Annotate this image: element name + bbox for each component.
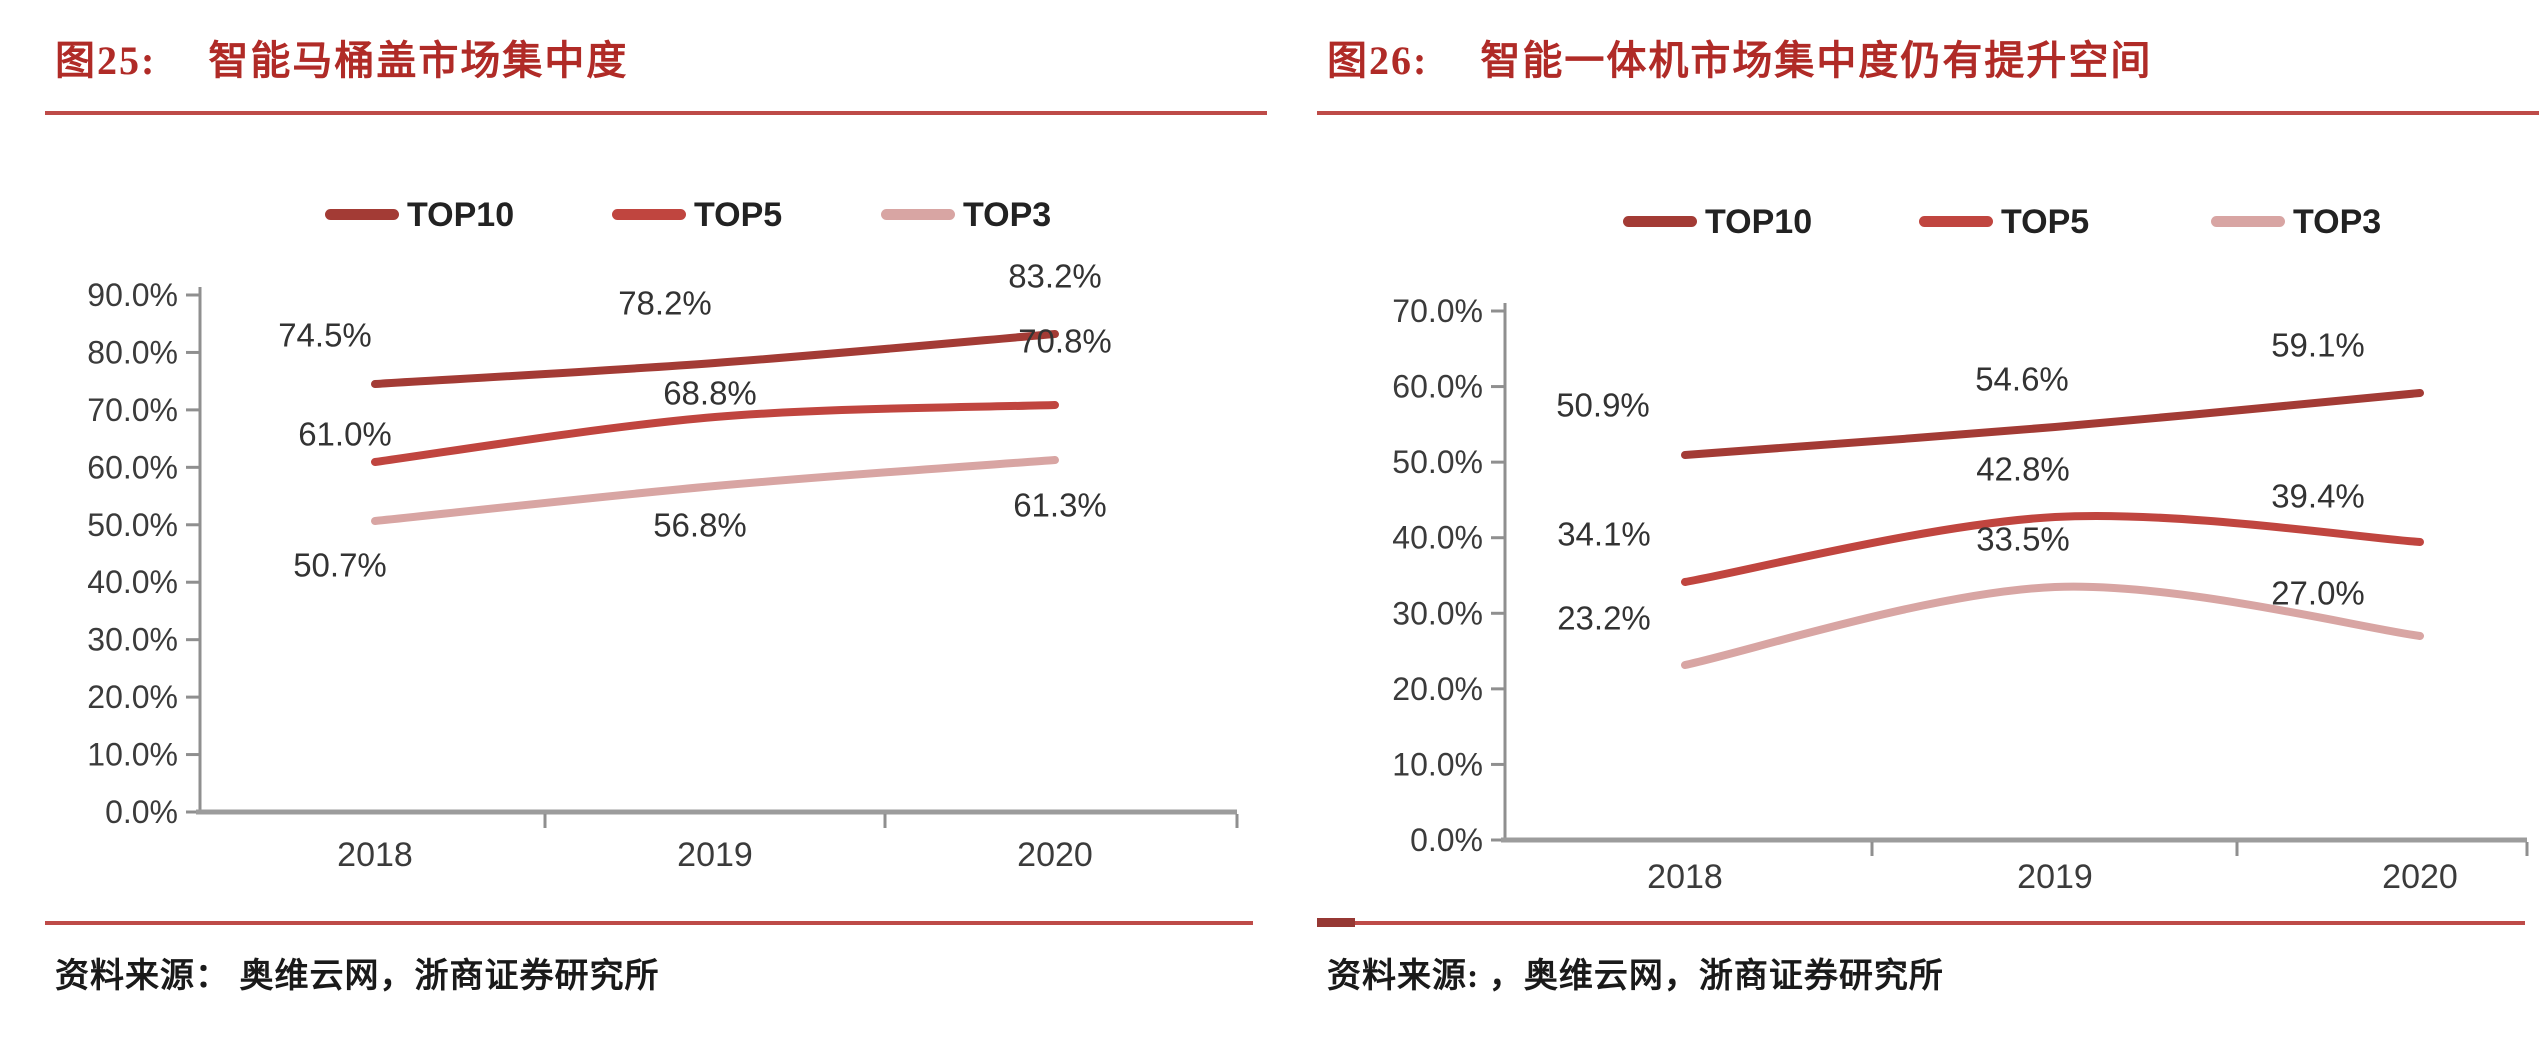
y-tick-label: 10.0% [87, 737, 178, 773]
y-tick-label: 80.0% [87, 334, 178, 370]
legend-label-top5: TOP5 [694, 196, 782, 234]
data-label-top5: 70.8% [1018, 323, 1112, 360]
x-tick-label: 2019 [677, 836, 753, 874]
legend-swatch-top10 [325, 209, 399, 220]
data-label-top5: 61.0% [298, 416, 392, 453]
series-line-top10 [371, 330, 1059, 388]
data-label-top3: 56.8% [653, 507, 747, 544]
line-chart-all-in-one: 0.0% 10.0% 20.0% 30.0% 40.0% 50.0% 60.0% 70.0% 2… [1392, 203, 2529, 896]
source-label: 资料来源： [55, 958, 230, 995]
data-label-top3: 27.0% [2271, 575, 2365, 612]
y-tick-label: 70.0% [87, 392, 178, 428]
legend-swatch-top5 [1919, 216, 1993, 227]
legend-label-top3: TOP3 [2293, 203, 2381, 241]
y-tick-label: 30.0% [87, 622, 178, 658]
y-tick-label: 10.0% [1392, 746, 1483, 782]
x-tick-label: 2019 [2017, 858, 2093, 896]
figure-26-title-rule [1317, 111, 2539, 115]
data-label-top10: 59.1% [2271, 327, 2365, 364]
data-label-top10: 83.2% [1008, 258, 1102, 295]
figure-26-title-text: 智能一体机市场集中度仍有提升空间 [1480, 38, 2153, 83]
x-tick-label: 2020 [1017, 836, 1093, 874]
x-tick-label: 2018 [1647, 858, 1723, 896]
series-line-top10 [1681, 389, 2424, 459]
y-tick-label: 20.0% [87, 679, 178, 715]
series-line-top5 [371, 401, 1059, 466]
data-label-top5: 42.8% [1976, 451, 2070, 488]
legend-label-top10: TOP10 [407, 196, 514, 234]
figure-25-title-text: 智能马桶盖市场集中度 [208, 38, 629, 83]
figure-26: 图26: 智能一体机市场集中度仍有提升空间 0.0% 10.0% 20.0% 30.0%… [1272, 0, 2544, 1042]
legend-label-top5: TOP5 [2001, 203, 2089, 241]
y-tick-label: 50.0% [1392, 444, 1483, 480]
y-tick-label: 60.0% [1392, 369, 1483, 405]
figure-25: 图25: 智能马桶盖市场集中度 0.0% 10.0% 20.0% 30.0% 40.0% 5… [45, 38, 1267, 997]
source-text: ，奥维云网，浙商证券研究所 [1488, 958, 1944, 995]
data-label-top3: 23.2% [1557, 600, 1651, 637]
y-tick-label: 60.0% [87, 449, 178, 485]
source-label: 资料来源: [1327, 958, 1480, 995]
figure-26-source-line: 资料来源: ，奥维云网，浙商证券研究所 [1327, 948, 1944, 997]
figure-25-number: 图25: [55, 38, 157, 83]
data-label-top10: 78.2% [618, 285, 712, 322]
legend-swatch-top3 [2211, 216, 2285, 227]
data-label-top3: 33.5% [1976, 521, 2070, 558]
data-label-top10: 74.5% [278, 317, 372, 354]
y-tick-label: 30.0% [1392, 595, 1483, 631]
legend-label-top3: TOP3 [963, 196, 1051, 234]
data-label-top5: 39.4% [2271, 478, 2365, 515]
figure-26-bottom-rule [1317, 921, 2525, 925]
x-tick-label: 2018 [337, 836, 413, 874]
legend-label-top10: TOP10 [1705, 203, 1812, 241]
series-line-top3 [1681, 582, 2424, 669]
source-text: 奥维云网，浙商证券研究所 [239, 958, 660, 995]
data-label-top5: 34.1% [1557, 516, 1651, 553]
data-label-top3: 50.7% [293, 547, 387, 584]
line-chart-toilet-lid: 0.0% 10.0% 20.0% 30.0% 40.0% 50.0% 60.0% 70.0% 8… [87, 196, 1239, 874]
y-tick-label: 40.0% [87, 564, 178, 600]
legend-swatch-top3 [881, 209, 955, 220]
legend-swatch-top5 [612, 209, 686, 220]
figure-25-title: 图25: 智能马桶盖市场集中度 [55, 38, 628, 84]
figure-26-number: 图26: [1327, 38, 1429, 83]
x-tick-label: 2020 [2382, 858, 2458, 896]
series-line-top5 [1681, 511, 2424, 586]
y-tick-label: 40.0% [1392, 520, 1483, 556]
y-tick-label: 50.0% [87, 507, 178, 543]
figure-25-bottom-rule [45, 921, 1253, 925]
legend-swatch-top10 [1623, 216, 1697, 227]
y-tick-label: 20.0% [1392, 671, 1483, 707]
figure-26-rule-accent-cap [1317, 918, 1355, 927]
y-tick-label: 90.0% [87, 277, 178, 313]
data-label-top5: 68.8% [663, 375, 757, 412]
figure-26-title: 图26: 智能一体机市场集中度仍有提升空间 [1327, 38, 2152, 84]
figure-25-title-rule [45, 111, 1267, 115]
series-line-top3 [371, 456, 1059, 525]
y-tick-label: 70.0% [1392, 293, 1483, 329]
data-label-top10: 50.9% [1556, 387, 1650, 424]
y-tick-label: 0.0% [1410, 822, 1483, 858]
data-label-top3: 61.3% [1013, 487, 1107, 524]
y-tick-label: 0.0% [105, 794, 178, 830]
data-label-top10: 54.6% [1975, 361, 2069, 398]
figure-25-source-line: 资料来源： 奥维云网，浙商证券研究所 [55, 948, 660, 997]
